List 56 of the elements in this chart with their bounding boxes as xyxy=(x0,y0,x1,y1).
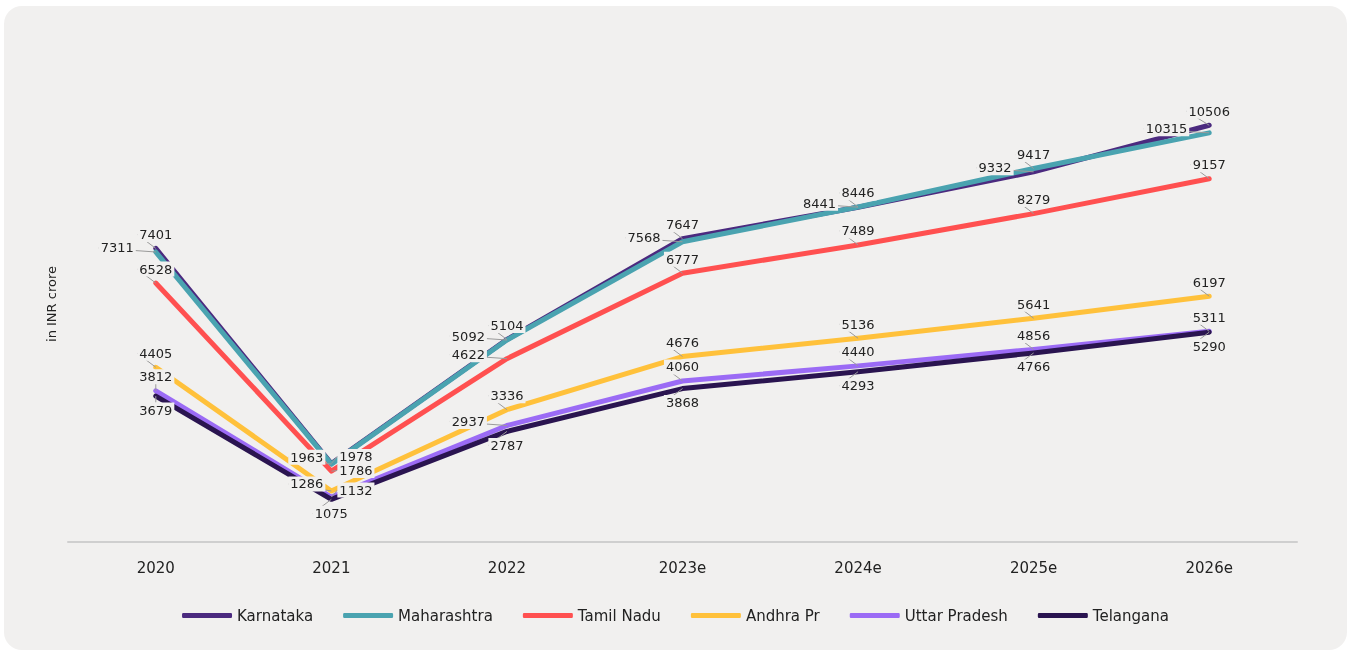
data-label: 7401 xyxy=(139,226,173,242)
data-label: 3336 xyxy=(490,388,524,404)
data-label: 1786 xyxy=(339,463,373,479)
data-label: 1978 xyxy=(339,449,373,465)
data-label: 2787 xyxy=(490,437,524,453)
data-label: 5290 xyxy=(1192,338,1226,354)
data-label: 4060 xyxy=(665,359,700,375)
data-label: 4622 xyxy=(451,347,485,363)
x-tick-label: 2023e xyxy=(658,558,707,577)
data-label: 4766 xyxy=(1017,359,1051,375)
y-axis-title: in INR crore xyxy=(44,266,59,342)
data-label: 5641 xyxy=(1017,296,1051,312)
x-tick-label: 2025e xyxy=(1009,558,1058,577)
legend-label: Karnataka xyxy=(237,606,314,625)
legend-label: Tamil Nadu xyxy=(576,606,661,625)
legend-label: Andhra Pr xyxy=(745,606,821,625)
legend-label: Telangana xyxy=(1091,606,1169,625)
data-label: 9332 xyxy=(978,160,1012,176)
data-label: 8441 xyxy=(802,195,837,211)
data-label: 6777 xyxy=(665,251,700,267)
data-label: 3679 xyxy=(139,402,173,418)
data-label: 5311 xyxy=(1192,309,1226,325)
data-label: 3868 xyxy=(665,395,700,411)
data-label: 4856 xyxy=(1017,327,1051,343)
data-label: 9157 xyxy=(1192,157,1226,173)
data-label: 1075 xyxy=(314,505,348,521)
data-label: 8446 xyxy=(841,185,875,201)
data-label: 2937 xyxy=(451,414,485,429)
data-label: 7311 xyxy=(100,240,134,256)
x-tick-label: 2024e xyxy=(834,558,882,577)
legend-label: Uttar Pradesh xyxy=(904,606,1008,625)
data-label: 4405 xyxy=(139,345,173,361)
data-label: 10315 xyxy=(1145,121,1188,137)
data-label: 1286 xyxy=(290,476,324,492)
data-label: 4676 xyxy=(665,335,700,351)
data-label: 7647 xyxy=(665,217,700,233)
data-label: 9417 xyxy=(1017,146,1051,162)
data-label: 5092 xyxy=(451,328,485,344)
data-label: 10506 xyxy=(1188,103,1230,119)
x-tick-label: 2022 xyxy=(487,558,527,577)
data-label: 7568 xyxy=(627,230,661,246)
x-tick-label: 2020 xyxy=(136,558,175,577)
data-label: 5104 xyxy=(490,318,524,334)
data-label: 4293 xyxy=(841,378,875,394)
data-label: 6528 xyxy=(139,261,173,277)
data-label: 8279 xyxy=(1017,192,1051,208)
data-label: 6197 xyxy=(1192,274,1226,290)
data-label: 1963 xyxy=(290,449,324,465)
data-label: 4440 xyxy=(841,344,875,360)
data-label: 7489 xyxy=(841,223,875,239)
legend-label: Maharashtra xyxy=(398,606,493,625)
x-tick-label: 2026e xyxy=(1185,558,1233,577)
data-label: 3812 xyxy=(139,369,173,385)
x-tick-label: 2021 xyxy=(312,558,351,577)
data-label: 1132 xyxy=(339,482,373,498)
data-label: 5136 xyxy=(841,316,875,332)
